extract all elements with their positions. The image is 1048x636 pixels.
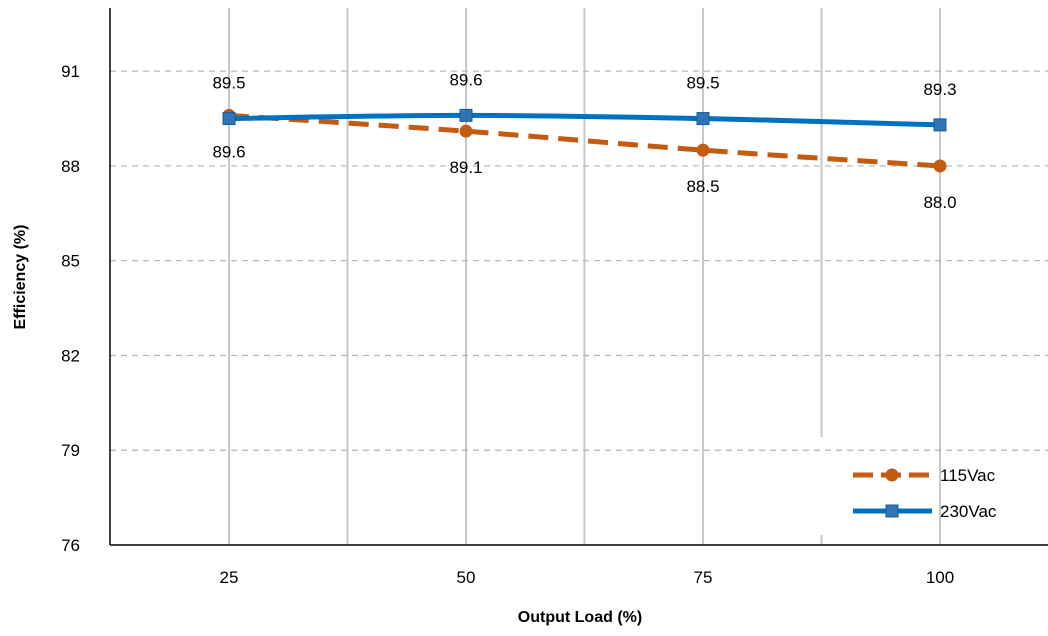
legend-item-230Vac: 230Vac [853, 502, 997, 521]
legend-swatch-marker [885, 468, 899, 482]
data-point [696, 143, 710, 157]
legend-swatch-marker [885, 504, 899, 518]
legend-item-115Vac: 115Vac [853, 466, 996, 485]
data-label: 88.5 [686, 177, 719, 196]
data-label: 88.0 [923, 193, 956, 212]
x-tick-label: 75 [694, 568, 713, 587]
x-tick-label: 50 [457, 568, 476, 587]
data-point [459, 108, 473, 122]
series-line [228, 112, 941, 128]
data-label: 89.5 [212, 74, 245, 93]
x-tick-label: 100 [926, 568, 954, 587]
series-230Vac [222, 108, 947, 132]
data-label: 89.3 [923, 80, 956, 99]
y-tick-label: 85 [61, 252, 80, 271]
series-layer [222, 108, 947, 173]
grid [110, 8, 1048, 545]
y-tick-label: 79 [61, 441, 80, 460]
legend-label: 230Vac [940, 502, 997, 521]
data-label: 89.1 [449, 158, 482, 177]
axes [109, 8, 1048, 546]
data-point [222, 112, 236, 126]
x-axis-title: Output Load (%) [518, 609, 642, 626]
data-point [459, 124, 473, 138]
data-point [933, 159, 947, 173]
data-label: 89.5 [686, 74, 719, 93]
legend-label: 115Vac [940, 466, 996, 485]
data-label: 89.6 [212, 142, 245, 161]
data-labels: 89.6 89.1 88.5 88.0 89.5 89.6 89.5 89.3 [212, 70, 956, 212]
legend: 115Vac 230Vac [853, 466, 997, 521]
x-tick-label: 25 [220, 568, 239, 587]
y-tick-label: 82 [61, 346, 80, 365]
y-tick-label: 91 [61, 62, 80, 81]
data-point [696, 112, 710, 126]
tick-labels: 76 79 82 85 88 91 25 50 75 100 [61, 62, 954, 587]
y-axis-title: Efficiency (%) [12, 225, 29, 330]
data-point [933, 118, 947, 132]
series-line [228, 112, 941, 169]
y-tick-label: 88 [61, 157, 80, 176]
data-label: 89.6 [449, 70, 482, 89]
y-tick-label: 76 [61, 536, 80, 555]
